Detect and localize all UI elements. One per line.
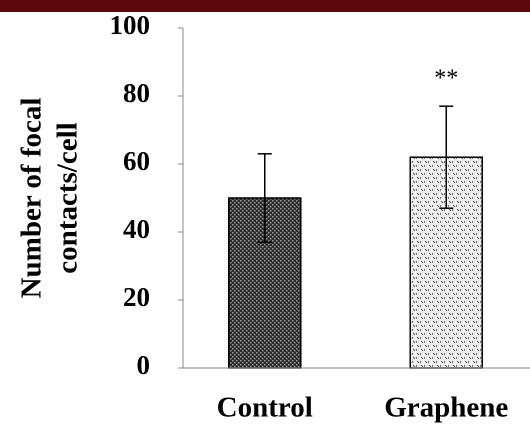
y-axis-label-line: contacts/cell xyxy=(52,122,84,273)
x-tick-label: Control xyxy=(217,392,313,424)
y-tick-label: 40 xyxy=(123,214,150,244)
top-strip xyxy=(0,0,530,12)
chart: Number of focalcontacts/cell 0 20 40 60 80 10… xyxy=(0,0,530,426)
x-tick-label: Graphene xyxy=(384,392,508,424)
y-tick-label: 100 xyxy=(110,10,151,40)
y-tick-label: 0 xyxy=(137,350,151,380)
y-axis-label-line: Number of focal xyxy=(16,98,48,299)
y-tick-label: 20 xyxy=(123,282,150,312)
y-tick-label: 60 xyxy=(123,146,150,176)
y-tick-label: 80 xyxy=(123,78,150,108)
annotation: ** xyxy=(434,66,458,92)
